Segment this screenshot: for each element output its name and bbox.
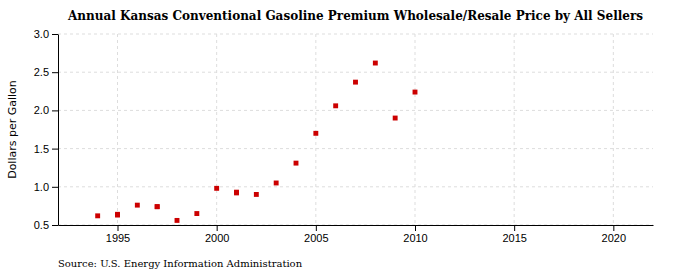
grid-line: [58, 110, 653, 111]
x-tick-mark: [217, 225, 218, 231]
points: [95, 61, 417, 223]
point: [254, 192, 259, 197]
grid-line: [415, 34, 416, 225]
grid-line: [216, 34, 217, 225]
point: [115, 212, 120, 217]
grid-line: [514, 34, 515, 225]
y-tick-label: 3.0: [34, 28, 49, 40]
point: [393, 116, 398, 121]
y-axis-line: [58, 35, 59, 226]
y-tick-label: 2.0: [34, 104, 49, 116]
y-axis: 0.5 1.0 1.5 2.0 2.5 3.0: [34, 28, 59, 231]
annotation: Source: U.S. Energy Information Administ…: [58, 258, 303, 269]
x-tick-label: 2010: [403, 232, 427, 244]
x-tick-label: 2000: [205, 232, 229, 244]
point: [214, 186, 219, 191]
grid-line: [315, 34, 316, 225]
x-tick-mark: [514, 225, 515, 231]
grid-line: [117, 34, 118, 225]
grid-line: [58, 225, 653, 226]
y-tick-label: 1.5: [34, 143, 49, 155]
y-tick-mark: [52, 225, 58, 226]
point: [353, 80, 358, 85]
x-tick: 2010: [403, 225, 427, 244]
y-tick: 2.5: [34, 66, 58, 78]
x-tick: 2000: [205, 225, 229, 244]
y-axis-title: Dollars per Gallon: [6, 80, 19, 179]
y-tick-mark: [52, 110, 58, 111]
x-tick: 2015: [502, 225, 526, 244]
point: [373, 61, 378, 66]
x-tick: 2005: [304, 225, 328, 244]
y-tick-label: 0.5: [34, 219, 49, 231]
x-tick-label: 2020: [602, 232, 626, 244]
point: [313, 131, 318, 136]
point: [155, 204, 160, 209]
point: [234, 190, 239, 195]
x-tick-label: 2015: [502, 232, 526, 244]
x-axis: 1995 2000 2005 2010 2015 2020: [59, 225, 654, 244]
grid-line: [58, 148, 653, 149]
x-tick-label: 1995: [106, 232, 130, 244]
x-tick: 1995: [106, 225, 130, 244]
y-tick: 1.0: [34, 181, 58, 193]
x-tick-mark: [613, 225, 614, 231]
y-tick-mark: [52, 72, 58, 73]
plot: 1995 2000 2005 2010 2015 2020 0.5 1.0 1.5 2.0 2.5 3…: [34, 28, 654, 244]
point: [115, 213, 120, 218]
y-tick-mark: [52, 149, 58, 150]
grid-line: [58, 72, 653, 73]
y-tick: 2.0: [34, 104, 58, 116]
y-tick-mark: [52, 187, 58, 188]
x-axis-line: [59, 225, 654, 226]
x-tick-mark: [118, 225, 119, 231]
point: [194, 211, 199, 216]
point: [234, 190, 239, 195]
x-tick: 2020: [602, 225, 626, 244]
grid-line: [613, 34, 614, 225]
grid-line: [58, 186, 653, 187]
point: [95, 213, 100, 218]
point: [175, 218, 180, 223]
y-tick-label: 2.5: [34, 66, 49, 78]
point: [413, 90, 418, 95]
chart: 1995 2000 2005 2010 2015 2020 0.5 1.0 1.5 2.0 2.5 3…: [0, 0, 675, 275]
grid-line: [58, 34, 653, 35]
point: [135, 203, 140, 208]
y-tick-mark: [52, 34, 58, 35]
y-tick-label: 1.0: [34, 181, 49, 193]
grid: [58, 34, 653, 225]
x-tick-mark: [415, 225, 416, 231]
x-tick-label: 2005: [304, 232, 328, 244]
y-tick: 1.5: [34, 143, 58, 155]
point: [155, 204, 160, 209]
point: [274, 181, 279, 186]
point: [294, 161, 299, 166]
point: [333, 103, 338, 108]
title: Annual Kansas Conventional Gasoline Prem…: [67, 9, 643, 23]
y-tick: 0.5: [34, 219, 58, 231]
x-tick-mark: [316, 225, 317, 231]
y-tick: 3.0: [34, 28, 58, 40]
